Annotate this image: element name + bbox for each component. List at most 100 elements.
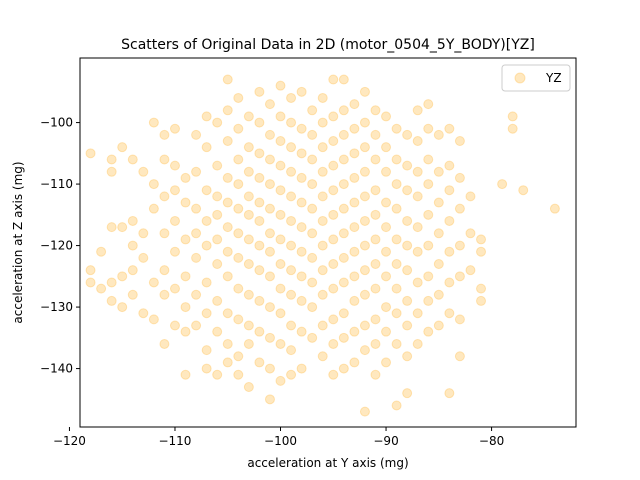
y-tick-label: −120 [40, 239, 73, 253]
data-point [402, 388, 413, 399]
data-point [338, 179, 349, 190]
data-point [201, 277, 212, 288]
data-point [254, 197, 265, 208]
y-tick-label: −110 [40, 177, 73, 191]
data-point [359, 166, 370, 177]
data-point [349, 172, 360, 183]
data-point [507, 123, 518, 134]
data-point [381, 357, 392, 368]
data-point [328, 369, 339, 380]
data-point [391, 338, 402, 349]
data-point [307, 332, 318, 343]
data-point [370, 185, 381, 196]
data-point [328, 259, 339, 270]
data-point [423, 99, 434, 110]
data-point [402, 160, 413, 171]
data-point [444, 160, 455, 171]
data-point [296, 197, 307, 208]
data-point [370, 314, 381, 325]
data-point [191, 320, 202, 331]
data-point [381, 326, 392, 337]
data-point [444, 215, 455, 226]
legend-frame [501, 64, 571, 92]
data-point [338, 74, 349, 85]
data-point [349, 271, 360, 282]
data-point [191, 252, 202, 263]
data-point [444, 185, 455, 196]
data-point [381, 197, 392, 208]
data-point [296, 326, 307, 337]
data-point [243, 382, 254, 393]
data-point [433, 259, 444, 270]
data-point [423, 240, 434, 251]
data-point [286, 92, 297, 103]
data-point [254, 148, 265, 159]
data-point [412, 166, 423, 177]
data-point [222, 74, 233, 85]
data-point [169, 123, 180, 134]
data-point [264, 228, 275, 239]
data-point [307, 129, 318, 140]
data-point [412, 222, 423, 233]
data-point [169, 185, 180, 196]
data-point [317, 240, 328, 251]
data-point [127, 240, 138, 251]
data-point [391, 400, 402, 411]
data-point [338, 308, 349, 319]
data-point [286, 345, 297, 356]
data-point [349, 123, 360, 134]
data-point [85, 148, 96, 159]
data-point [370, 209, 381, 220]
data-point [317, 166, 328, 177]
data-point [338, 203, 349, 214]
data-point [454, 314, 465, 325]
data-point [233, 203, 244, 214]
data-point [222, 136, 233, 147]
data-point [412, 308, 423, 319]
data-point [212, 191, 223, 202]
data-point [275, 283, 286, 294]
data-point [391, 154, 402, 165]
data-point [191, 203, 202, 214]
data-point [180, 302, 191, 313]
data-point [201, 111, 212, 122]
legend-label: YZ [545, 71, 562, 85]
data-point [412, 136, 423, 147]
data-point [454, 203, 465, 214]
data-point [423, 123, 434, 134]
data-point [169, 283, 180, 294]
data-point [233, 314, 244, 325]
data-point [254, 215, 265, 226]
data-point [349, 326, 360, 337]
data-point [359, 240, 370, 251]
data-point [180, 234, 191, 245]
data-point [191, 166, 202, 177]
data-point [96, 283, 107, 294]
data-point [159, 191, 170, 202]
data-point [402, 295, 413, 306]
data-point [402, 240, 413, 251]
data-point [433, 320, 444, 331]
data-point [307, 252, 318, 263]
data-point [328, 209, 339, 220]
data-point [233, 283, 244, 294]
data-point [359, 191, 370, 202]
data-point [138, 252, 149, 263]
data-point [286, 166, 297, 177]
data-point [233, 351, 244, 362]
data-point [338, 252, 349, 263]
data-point [402, 265, 413, 276]
data-point [359, 406, 370, 417]
data-point [317, 265, 328, 276]
data-point [106, 154, 117, 165]
chart-title: Scatters of Original Data in 2D (motor_0… [121, 37, 535, 53]
data-point [296, 295, 307, 306]
data-point [233, 179, 244, 190]
data-point [402, 215, 413, 226]
data-point [423, 179, 434, 190]
data-point [191, 129, 202, 140]
data-point [169, 320, 180, 331]
data-point [180, 271, 191, 282]
data-point [148, 203, 159, 214]
data-point [402, 351, 413, 362]
